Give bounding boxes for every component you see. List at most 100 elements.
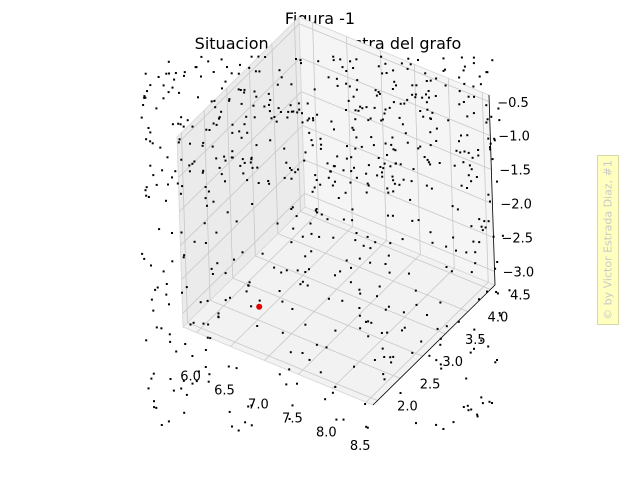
scatter-point bbox=[392, 69, 395, 72]
scatter-point bbox=[241, 158, 244, 161]
scatter-point bbox=[414, 96, 417, 99]
scatter-point bbox=[231, 123, 234, 126]
scatter-point bbox=[252, 104, 255, 107]
grid-y-left bbox=[294, 21, 301, 212]
scatter-point bbox=[365, 320, 367, 323]
scatter-point bbox=[346, 145, 348, 148]
scatter-point bbox=[428, 96, 430, 99]
scatter-point bbox=[269, 99, 272, 101]
scatter-point bbox=[171, 123, 174, 126]
scatter-point bbox=[207, 323, 210, 326]
scatter-point bbox=[167, 183, 169, 186]
scatter-point bbox=[143, 96, 146, 99]
scatter-point bbox=[381, 118, 384, 121]
scatter-point bbox=[357, 109, 360, 112]
scatter-point bbox=[193, 240, 196, 243]
scatter-point bbox=[349, 281, 352, 284]
scatter-point bbox=[390, 143, 393, 146]
scatter-point bbox=[268, 103, 270, 106]
scatter-point bbox=[419, 145, 422, 148]
scatter-point bbox=[247, 284, 250, 287]
scatter-point bbox=[425, 101, 428, 104]
scatter-point bbox=[377, 157, 380, 159]
scatter-point bbox=[399, 163, 402, 166]
scatter-point bbox=[475, 176, 478, 178]
z-tick-label: −0.5 bbox=[497, 96, 529, 111]
scatter-point bbox=[451, 205, 454, 208]
grid-z-back bbox=[302, 125, 493, 204]
scatter-point bbox=[392, 101, 395, 104]
scatter-point bbox=[206, 204, 208, 207]
scatter-point bbox=[426, 158, 429, 161]
scatter-point bbox=[264, 56, 267, 58]
scatter-point bbox=[301, 121, 304, 124]
scatter-point bbox=[479, 83, 482, 86]
scatter-point bbox=[172, 389, 175, 392]
scatter-point bbox=[218, 117, 220, 120]
scatter-point bbox=[299, 283, 302, 286]
grid-z-back bbox=[300, 57, 491, 137]
scatter-point bbox=[167, 60, 170, 63]
x-tick-label: 6.5 bbox=[214, 384, 235, 399]
scatter-point bbox=[146, 90, 148, 93]
scatter-point bbox=[411, 351, 414, 354]
scatter-point bbox=[491, 158, 494, 161]
scatter-point bbox=[161, 169, 164, 172]
scatter-point bbox=[367, 320, 370, 323]
scatter-point bbox=[472, 62, 475, 65]
grid-x-floor bbox=[264, 240, 387, 361]
scatter-point bbox=[333, 128, 335, 131]
scatter-point bbox=[369, 247, 372, 250]
scatter-point bbox=[327, 297, 330, 300]
scatter-point bbox=[462, 161, 465, 164]
scatter-point bbox=[496, 359, 498, 361]
scatter-point bbox=[430, 117, 432, 120]
grid-y-floor bbox=[209, 299, 401, 379]
scatter-point bbox=[478, 241, 481, 244]
scatter-point bbox=[287, 110, 290, 113]
scatter-point bbox=[326, 162, 329, 165]
scatter-point bbox=[181, 185, 184, 188]
scatter-point bbox=[333, 165, 336, 168]
scatter-point bbox=[425, 80, 428, 82]
scatter-point bbox=[230, 72, 233, 75]
scatter-point bbox=[295, 58, 297, 60]
scatter-point bbox=[381, 72, 384, 75]
scatter-point bbox=[476, 413, 479, 416]
scatter-point bbox=[154, 288, 157, 291]
scatter-point bbox=[360, 145, 363, 148]
scatter-point bbox=[367, 119, 370, 122]
scatter-point bbox=[411, 84, 414, 87]
scatter-point bbox=[435, 140, 438, 142]
scatter-point bbox=[395, 84, 397, 87]
scatter-point bbox=[390, 361, 393, 364]
scatter-point bbox=[426, 314, 428, 316]
scatter-point bbox=[372, 144, 375, 147]
scatter-point bbox=[319, 137, 322, 140]
grid-y-left bbox=[181, 132, 188, 323]
scatter-point bbox=[215, 123, 218, 126]
scatter-point bbox=[311, 190, 314, 193]
z-tick-label: −1.0 bbox=[498, 130, 530, 145]
scatter-point bbox=[283, 147, 286, 150]
scatter-point bbox=[308, 131, 311, 134]
scatter-point bbox=[386, 154, 388, 156]
scatter-point bbox=[319, 147, 322, 150]
scatter-point bbox=[459, 151, 462, 154]
scatter-point bbox=[295, 215, 298, 218]
scatter-point bbox=[334, 329, 337, 332]
scatter-point bbox=[162, 270, 165, 273]
scatter-point bbox=[431, 241, 434, 244]
scatter-point bbox=[167, 420, 170, 423]
scatter-point bbox=[403, 326, 406, 329]
scatter-point bbox=[207, 190, 210, 193]
scatter-point bbox=[430, 187, 433, 190]
scatter-point bbox=[496, 292, 499, 295]
scatter-point bbox=[414, 289, 417, 292]
scatter-point bbox=[349, 60, 352, 63]
scatter-point bbox=[480, 225, 483, 228]
scatter-point bbox=[182, 125, 185, 128]
scatter-point bbox=[246, 179, 249, 182]
scatter-point bbox=[388, 271, 391, 274]
grid-x-floor bbox=[365, 281, 489, 403]
